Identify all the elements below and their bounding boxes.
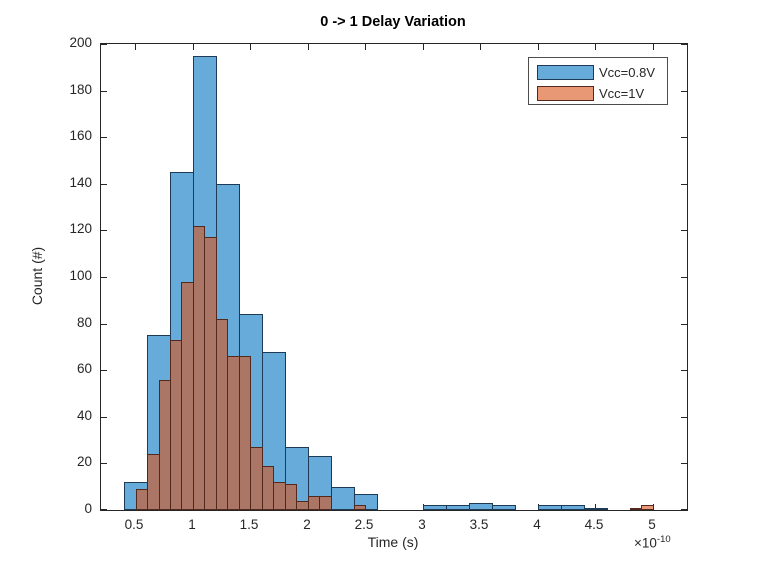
x-tick-label: 1.5 xyxy=(239,517,259,532)
y-tick-mark xyxy=(101,91,107,92)
x-tick-label: 4 xyxy=(533,517,541,532)
y-tick-mark xyxy=(681,91,687,92)
x-tick-mark xyxy=(193,44,194,50)
histogram-bar-vcc-1v xyxy=(641,505,654,510)
y-tick-mark xyxy=(101,137,107,138)
legend-swatch-vcc-0p8v xyxy=(537,64,594,80)
y-tick-label: 140 xyxy=(69,175,92,190)
histogram-bar-vcc-1v xyxy=(284,484,298,510)
histogram-bar-vcc-0-8v xyxy=(445,505,470,510)
x-tick-label: 5 xyxy=(648,517,656,532)
histogram-bar-vcc-0-8v xyxy=(468,503,493,510)
y-tick-mark xyxy=(101,277,107,278)
y-tick-mark xyxy=(101,184,107,185)
y-tick-mark xyxy=(681,463,687,464)
x-tick-mark xyxy=(308,44,309,50)
y-tick-label: 200 xyxy=(69,35,92,50)
x-tick-label: 2 xyxy=(303,517,311,532)
x-axis-exponent-label: ×10-10 xyxy=(634,534,671,551)
y-tick-mark xyxy=(101,230,107,231)
histogram-bar-vcc-0-8v xyxy=(422,505,447,510)
y-tick-label: 160 xyxy=(69,128,92,143)
y-tick-mark xyxy=(101,509,107,510)
histogram-bar-vcc-0-8v xyxy=(537,505,562,510)
y-tick-mark xyxy=(681,230,687,231)
y-tick-label: 0 xyxy=(84,501,92,516)
x-tick-label: 3.5 xyxy=(469,517,489,532)
y-tick-mark xyxy=(101,463,107,464)
y-tick-mark xyxy=(101,324,107,325)
x-axis-label: Time (s) xyxy=(367,534,419,550)
legend-label-vcc-1v: Vcc=1V xyxy=(599,85,645,101)
plot-area xyxy=(100,43,688,511)
y-tick-mark xyxy=(681,509,687,510)
y-tick-label: 20 xyxy=(76,454,92,469)
y-tick-mark xyxy=(101,417,107,418)
y-tick-mark xyxy=(681,370,687,371)
x-tick-mark xyxy=(135,44,136,50)
x-tick-mark xyxy=(653,504,654,510)
y-tick-label: 180 xyxy=(69,82,92,97)
y-tick-label: 120 xyxy=(69,221,92,236)
y-tick-mark xyxy=(101,44,107,45)
x-tick-mark xyxy=(538,44,539,50)
legend-entry-vcc-0p8v: Vcc=0.8V xyxy=(537,64,655,80)
y-tick-mark xyxy=(101,370,107,371)
legend-entry-vcc-1v: Vcc=1V xyxy=(537,85,644,101)
legend: Vcc=0.8V Vcc=1V xyxy=(528,57,668,105)
x-tick-mark xyxy=(653,44,654,50)
x-tick-label: 2.5 xyxy=(354,517,374,532)
exponent-base: ×10 xyxy=(634,535,657,551)
legend-swatch-vcc-1v xyxy=(537,85,594,101)
x-tick-mark xyxy=(595,504,596,510)
histogram-bar-vcc-1v xyxy=(319,496,332,510)
x-tick-label: 4.5 xyxy=(584,517,604,532)
y-tick-mark xyxy=(681,137,687,138)
y-tick-mark xyxy=(681,44,687,45)
y-tick-mark xyxy=(681,324,687,325)
histogram-bar-vcc-0-8v xyxy=(330,486,355,510)
y-tick-mark xyxy=(681,277,687,278)
x-tick-mark xyxy=(365,44,366,50)
x-tick-label: 3 xyxy=(418,517,426,532)
histogram-bar-vcc-1v xyxy=(353,505,367,510)
histogram-bar-vcc-1v xyxy=(238,356,252,510)
x-tick-label: 1 xyxy=(188,517,196,532)
x-tick-mark xyxy=(595,44,596,50)
legend-label-vcc-0p8v: Vcc=0.8V xyxy=(599,64,656,80)
histogram-bar-vcc-0-8v xyxy=(583,507,608,510)
x-tick-label: 0.5 xyxy=(124,517,144,532)
x-tick-mark xyxy=(423,44,424,50)
x-tick-mark xyxy=(250,44,251,50)
histogram-bar-vcc-0-8v xyxy=(491,505,516,510)
histogram-bar-vcc-0-8v xyxy=(560,505,585,510)
y-tick-label: 100 xyxy=(69,268,92,283)
y-tick-mark xyxy=(681,184,687,185)
y-tick-mark xyxy=(681,417,687,418)
y-tick-label: 40 xyxy=(76,408,92,423)
chart-title: 0 -> 1 Delay Variation xyxy=(320,14,466,30)
x-tick-mark xyxy=(480,44,481,50)
y-tick-label: 60 xyxy=(76,361,92,376)
exponent-power: -10 xyxy=(656,534,671,545)
y-tick-label: 80 xyxy=(76,315,92,330)
